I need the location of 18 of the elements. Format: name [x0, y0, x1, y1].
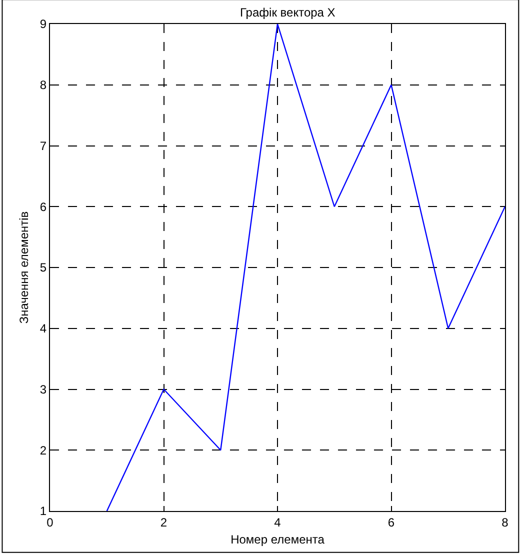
- y-tick-label: 8: [40, 78, 47, 92]
- chart-title: Графік вектора X: [240, 6, 336, 20]
- x-tick-label: 2: [160, 515, 168, 530]
- x-tick-label: 4: [274, 515, 282, 530]
- y-tick-label: 9: [40, 17, 47, 32]
- y-tick-label: 5: [40, 260, 47, 275]
- x-tick-label: 0: [46, 515, 54, 530]
- y-axis-title: Значення елементів: [17, 211, 32, 324]
- y-tick-label: 7: [40, 138, 47, 153]
- line-series: [106, 24, 505, 511]
- y-tick-label: 3: [40, 382, 47, 396]
- y-tick-label: 4: [40, 322, 47, 336]
- y-tick-label: 1: [40, 504, 47, 518]
- y-tick-label: 6: [40, 200, 47, 214]
- x-tick-label: 8: [502, 515, 509, 530]
- x-tick-label: 6: [388, 515, 395, 530]
- x-axis-title: Номер елемента: [230, 532, 325, 546]
- y-tick-label: 2: [40, 443, 47, 458]
